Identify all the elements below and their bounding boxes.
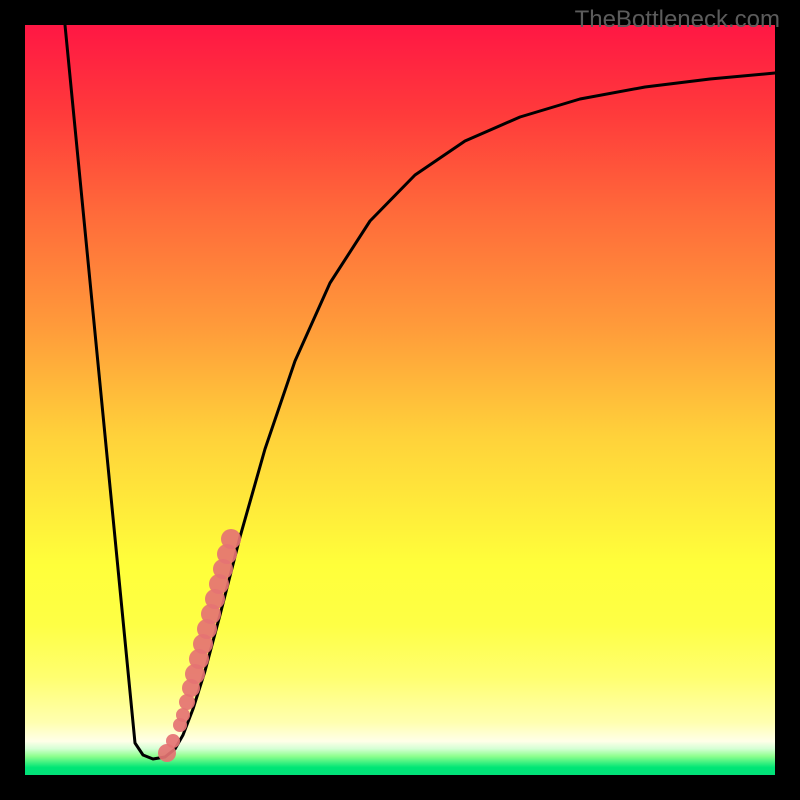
data-marker [166, 734, 180, 748]
chart-svg [25, 25, 775, 775]
watermark-text: TheBottleneck.com [575, 6, 780, 34]
gradient-background [25, 25, 775, 775]
data-marker [221, 529, 241, 549]
plot-area [25, 25, 775, 775]
data-marker [176, 708, 190, 722]
chart-root: TheBottleneck.com [0, 0, 800, 800]
